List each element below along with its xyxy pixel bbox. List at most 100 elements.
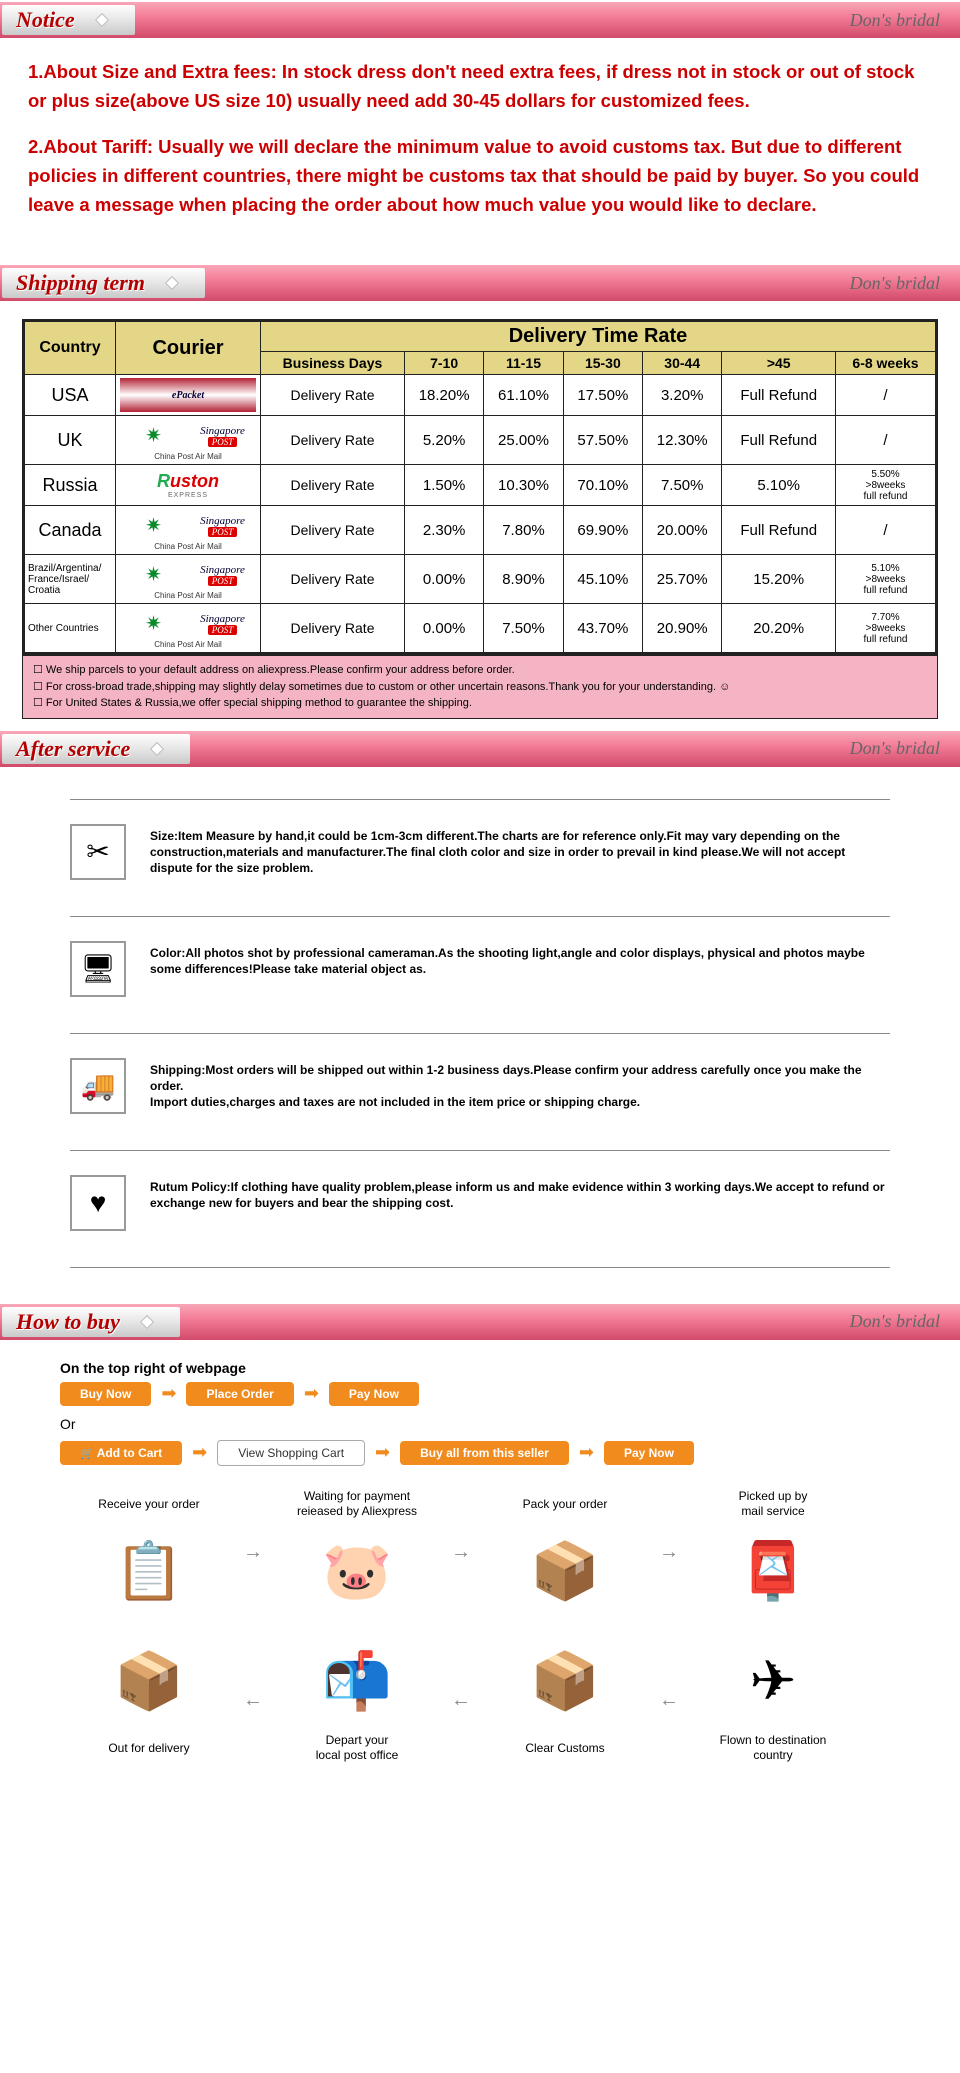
cpam-logo: ✷SingaporePOST [120, 558, 256, 592]
howbuy-wrap: On the top right of webpage Buy Now ➡ Plac… [0, 1342, 960, 1796]
hb-button[interactable]: Buy all from this seller [400, 1441, 569, 1465]
rate-cell: 2.30% [404, 506, 483, 555]
after-row: ♥Rutum Policy:If clothing have quality p… [70, 1175, 890, 1239]
rate-cell: 7.50% [643, 465, 722, 506]
rate-label: Delivery Rate [261, 555, 405, 604]
after-text: Rutum Policy:If clothing have quality pr… [150, 1175, 890, 1211]
rate-label: Delivery Rate [261, 465, 405, 506]
divider [70, 1033, 890, 1034]
rate-cell: Full Refund [722, 506, 836, 555]
th-col: 11-15 [484, 352, 563, 375]
after-icon: 🚚 [70, 1058, 126, 1114]
rate-cell: 57.50% [563, 416, 642, 465]
ship-note: For cross-broad trade,shipping may sligh… [33, 679, 927, 696]
process-icon: 📦 [530, 1526, 600, 1616]
arrow-icon: → [446, 1488, 476, 1618]
hb-button[interactable]: Pay Now [604, 1441, 694, 1465]
process-icon: 📋 [114, 1526, 184, 1616]
hb-button[interactable]: Pay Now [329, 1382, 419, 1406]
process-step: Picked up by mail service 📮 [684, 1488, 862, 1618]
section-tab: Notice [2, 5, 135, 35]
brand-label: Don's bridal [850, 273, 940, 294]
brand-label: Don's bridal [850, 738, 940, 759]
country-cell: Canada [24, 506, 116, 555]
rate-cell: 5.20% [404, 416, 483, 465]
after-row: 🖥Color:All photos shot by professional c… [70, 941, 890, 1005]
arrow-icon: ← [238, 1636, 268, 1766]
rate-cell: 18.20% [404, 375, 483, 416]
rate-cell: 45.10% [563, 555, 642, 604]
section-header-shipping: Shipping term Don's bridal [0, 265, 960, 301]
rate-cell: 69.90% [563, 506, 642, 555]
process-step: Receive your order📋 [60, 1488, 238, 1618]
rate-cell: / [836, 416, 937, 465]
courier-cell: ✷SingaporePOSTChina Post Air Mail [116, 555, 261, 604]
rate-cell: 8.90% [484, 555, 563, 604]
notice-p1: 1.About Size and Extra fees: In stock dr… [28, 58, 932, 115]
process-step: ✈Flown to destination country [684, 1636, 862, 1766]
section-tab: How to buy [2, 1307, 180, 1337]
hb-button[interactable]: View Shopping Cart [217, 1440, 365, 1466]
rate-cell: 20.20% [722, 604, 836, 654]
section-header-after: After service Don's bridal [0, 731, 960, 767]
shipping-wrap: Country Courier Delivery Time Rate Busin… [0, 303, 960, 729]
process-label: Out for delivery [108, 1732, 189, 1764]
brand-label: Don's bridal [850, 1311, 940, 1332]
rate-cell: 70.10% [563, 465, 642, 506]
ship-note: We ship parcels to your default address … [33, 662, 927, 679]
process-step: 📦Out for delivery [60, 1636, 238, 1766]
process-label: Depart your local post office [316, 1732, 399, 1764]
country-cell: UK [24, 416, 116, 465]
hb-button[interactable]: Place Order [186, 1382, 293, 1406]
courier-cell: ePacket [116, 375, 261, 416]
th-country: Country [24, 321, 116, 375]
shipping-table: Country Courier Delivery Time Rate Busin… [22, 319, 938, 655]
process-icon: ✈ [750, 1636, 797, 1726]
process-icon: 📮 [738, 1526, 808, 1616]
rate-cell: 25.70% [643, 555, 722, 604]
hb-button[interactable]: Add to Cart [60, 1441, 182, 1465]
th-col: 30-44 [643, 352, 722, 375]
th-col: 7-10 [404, 352, 483, 375]
th-col: >45 [722, 352, 836, 375]
process-diagram: Receive your order📋→Waiting for payment … [60, 1488, 900, 1766]
process-label: Picked up by mail service [739, 1488, 808, 1520]
after-text: Shipping:Most orders will be shipped out… [150, 1058, 890, 1111]
courier-cell: ✷SingaporePOSTChina Post Air Mail [116, 506, 261, 555]
process-step: Pack your order📦 [476, 1488, 654, 1618]
rate-cell: 15.20% [722, 555, 836, 604]
rate-cell: 3.20% [643, 375, 722, 416]
rate-cell: / [836, 375, 937, 416]
rate-cell: 25.00% [484, 416, 563, 465]
rate-cell: 5.10% [722, 465, 836, 506]
rate-cell: Full Refund [722, 375, 836, 416]
section-title: Notice [16, 7, 75, 33]
rate-cell: 5.50% >8weeks full refund [836, 465, 937, 506]
section-title: Shipping term [16, 270, 145, 296]
notice-body: 1.About Size and Extra fees: In stock dr… [0, 40, 960, 263]
courier-cell: RustonEXPRESS [116, 465, 261, 506]
shipping-notes: We ship parcels to your default address … [22, 655, 938, 719]
ruston-logo: RustonEXPRESS [120, 468, 256, 502]
section-header-notice: Notice Don's bridal [0, 2, 960, 38]
cpam-logo: ✷SingaporePOST [120, 419, 256, 453]
section-title: After service [16, 736, 130, 762]
hb-button[interactable]: Buy Now [60, 1382, 151, 1406]
after-wrap: ✂Size:Item Measure by hand,it could be 1… [0, 769, 960, 1302]
cpam-logo: ✷SingaporePOST [120, 607, 256, 641]
rate-cell: 7.80% [484, 506, 563, 555]
rate-cell: 7.50% [484, 604, 563, 654]
cpam-logo: ✷SingaporePOST [120, 509, 256, 543]
after-row: 🚚 Shipping:Most orders will be shipped ou… [70, 1058, 890, 1122]
arrow-icon: ➡ [304, 1383, 319, 1404]
country-cell: USA [24, 375, 116, 416]
rate-label: Delivery Rate [261, 604, 405, 654]
courier-cell: ✷SingaporePOSTChina Post Air Mail [116, 604, 261, 654]
rate-cell: 20.90% [643, 604, 722, 654]
process-icon: 📦 [530, 1636, 600, 1726]
brand-label: Don's bridal [850, 10, 940, 31]
th-courier: Courier [116, 321, 261, 375]
howbuy-intro: On the top right of webpage [60, 1360, 900, 1376]
courier-cell: ✷SingaporePOSTChina Post Air Mail [116, 416, 261, 465]
after-icon: ✂ [70, 824, 126, 880]
